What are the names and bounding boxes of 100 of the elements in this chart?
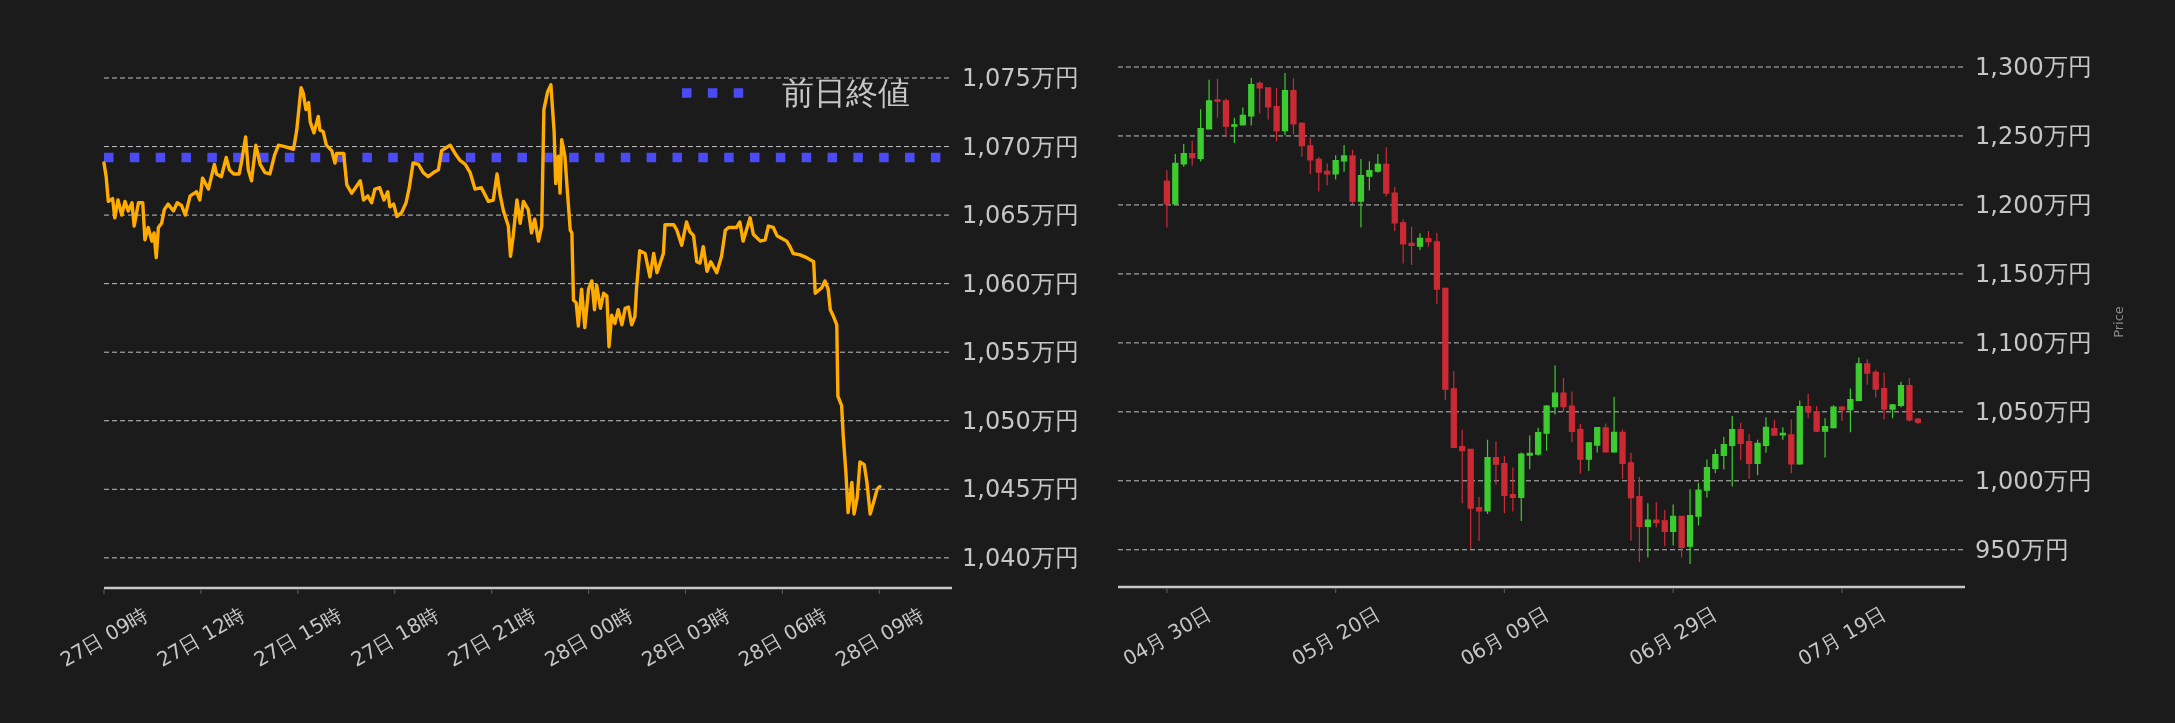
candlestick bbox=[1442, 287, 1449, 401]
candlestick bbox=[1518, 451, 1525, 522]
candlestick bbox=[1543, 404, 1550, 452]
x-tick-label: 05月 20日 bbox=[1287, 601, 1384, 671]
x-tick-label: 27日 12時 bbox=[152, 602, 250, 672]
x-tick-label: 27日 21時 bbox=[443, 602, 540, 672]
candlestick bbox=[1248, 77, 1255, 127]
candlestick bbox=[1610, 396, 1618, 454]
candlestick bbox=[1914, 417, 1922, 425]
candlestick bbox=[1281, 72, 1289, 136]
x-tick-label: 27日 09時 bbox=[55, 602, 153, 672]
candlestick bbox=[1805, 393, 1812, 419]
candlestick bbox=[1881, 372, 1888, 420]
candlestick bbox=[1315, 156, 1322, 193]
candlestick bbox=[1416, 232, 1424, 251]
candlestick bbox=[1813, 405, 1820, 433]
candlestick bbox=[1265, 87, 1272, 121]
candlestick bbox=[1897, 381, 1905, 408]
y-tick-label: 1,250万円 bbox=[1975, 121, 2092, 150]
y-tick-label: 1,050万円 bbox=[1975, 397, 2092, 426]
candlestick bbox=[1332, 154, 1339, 181]
candlestick bbox=[1475, 496, 1483, 542]
candlestick bbox=[1231, 117, 1238, 144]
candlestick bbox=[1762, 416, 1770, 454]
candlestick bbox=[1619, 429, 1626, 480]
candlestick bbox=[1459, 429, 1466, 504]
candlestick bbox=[1163, 169, 1170, 229]
candlestick bbox=[1830, 404, 1837, 430]
candlestick bbox=[1670, 503, 1677, 547]
y-tick-label: 1,040万円 bbox=[962, 543, 1079, 572]
candlestick bbox=[1492, 441, 1500, 486]
candlestick bbox=[1180, 143, 1187, 168]
candlestick bbox=[1501, 455, 1508, 514]
x-tick-label: 28日 00時 bbox=[540, 602, 637, 672]
candlestick bbox=[1551, 364, 1559, 416]
candlestick bbox=[1745, 433, 1753, 480]
candlestick bbox=[1661, 509, 1668, 547]
candlestick bbox=[1847, 387, 1854, 433]
candlestick bbox=[1408, 226, 1415, 266]
y-tick-label: 1,045万円 bbox=[962, 475, 1079, 504]
candlestick bbox=[1703, 458, 1711, 499]
candlestick bbox=[1349, 149, 1356, 205]
candlestick bbox=[1594, 426, 1601, 453]
candlestick bbox=[1340, 144, 1348, 173]
candlestick bbox=[1324, 162, 1331, 186]
x-tick-label: 27日 15時 bbox=[249, 602, 346, 672]
y-tick-label: 1,150万円 bbox=[1975, 259, 2092, 288]
candlestick bbox=[1273, 87, 1280, 142]
candlestick bbox=[1889, 403, 1896, 419]
candlestick bbox=[1653, 501, 1660, 529]
candlestick bbox=[1779, 426, 1786, 441]
candlestick bbox=[1526, 434, 1533, 470]
candlestick bbox=[1577, 423, 1584, 475]
y-tick-label: 1,300万円 bbox=[1975, 53, 2092, 81]
candlestick bbox=[1484, 439, 1491, 515]
candlestick bbox=[1433, 232, 1441, 305]
candlestick bbox=[1678, 515, 1685, 559]
candlestick bbox=[1568, 390, 1576, 443]
x-tick-label: 07月 19日 bbox=[1793, 601, 1891, 671]
candlestick bbox=[1636, 476, 1643, 563]
candlestick bbox=[1366, 160, 1373, 192]
candlestick bbox=[1400, 218, 1407, 265]
candlestick bbox=[1172, 153, 1179, 206]
candlestick bbox=[1307, 137, 1314, 175]
candlestick bbox=[1298, 121, 1306, 158]
x-tick-label: 06月 09日 bbox=[1456, 601, 1553, 671]
candlestick bbox=[1602, 422, 1609, 454]
x-tick-label: 27日 18時 bbox=[346, 602, 443, 672]
candlestick bbox=[1214, 78, 1221, 119]
candlestick bbox=[1686, 488, 1694, 565]
candlestick bbox=[1425, 230, 1432, 248]
x-tick-label: 28日 06時 bbox=[734, 602, 831, 672]
candlestick bbox=[1290, 77, 1297, 136]
candlestick bbox=[1509, 466, 1516, 513]
y-tick-label: 1,200万円 bbox=[1975, 190, 2092, 219]
x-tick-label: 28日 03時 bbox=[637, 602, 734, 672]
candlestick bbox=[1644, 502, 1651, 559]
x-tick-label: 28日 09時 bbox=[831, 602, 928, 672]
y-tick-label: 1,100万円 bbox=[1975, 328, 2092, 357]
y-tick-label: 1,070万円 bbox=[962, 132, 1079, 161]
y-axis-title: Price bbox=[2110, 306, 2126, 338]
candlestick bbox=[1855, 356, 1862, 402]
candlestick bbox=[1627, 452, 1635, 542]
y-tick-label: 950万円 bbox=[1975, 535, 2069, 564]
candlestick bbox=[1771, 419, 1778, 436]
candlestick bbox=[1205, 79, 1213, 131]
candlestick bbox=[1729, 415, 1736, 488]
candlestick bbox=[1189, 140, 1196, 167]
candlestick bbox=[1222, 97, 1230, 138]
y-tick-label: 1,050万円 bbox=[962, 406, 1079, 435]
candlestick bbox=[1560, 377, 1567, 413]
candlestick bbox=[1357, 158, 1365, 229]
x-tick-label: 06月 29日 bbox=[1625, 601, 1722, 671]
candlestick bbox=[1450, 370, 1457, 448]
candlestick bbox=[1695, 482, 1702, 527]
candlestick bbox=[1872, 369, 1879, 399]
y-tick-label: 1,060万円 bbox=[962, 269, 1079, 298]
candlestick bbox=[1864, 358, 1871, 386]
candlestick bbox=[1712, 448, 1719, 474]
y-tick-label: 1,075万円 bbox=[962, 64, 1079, 92]
